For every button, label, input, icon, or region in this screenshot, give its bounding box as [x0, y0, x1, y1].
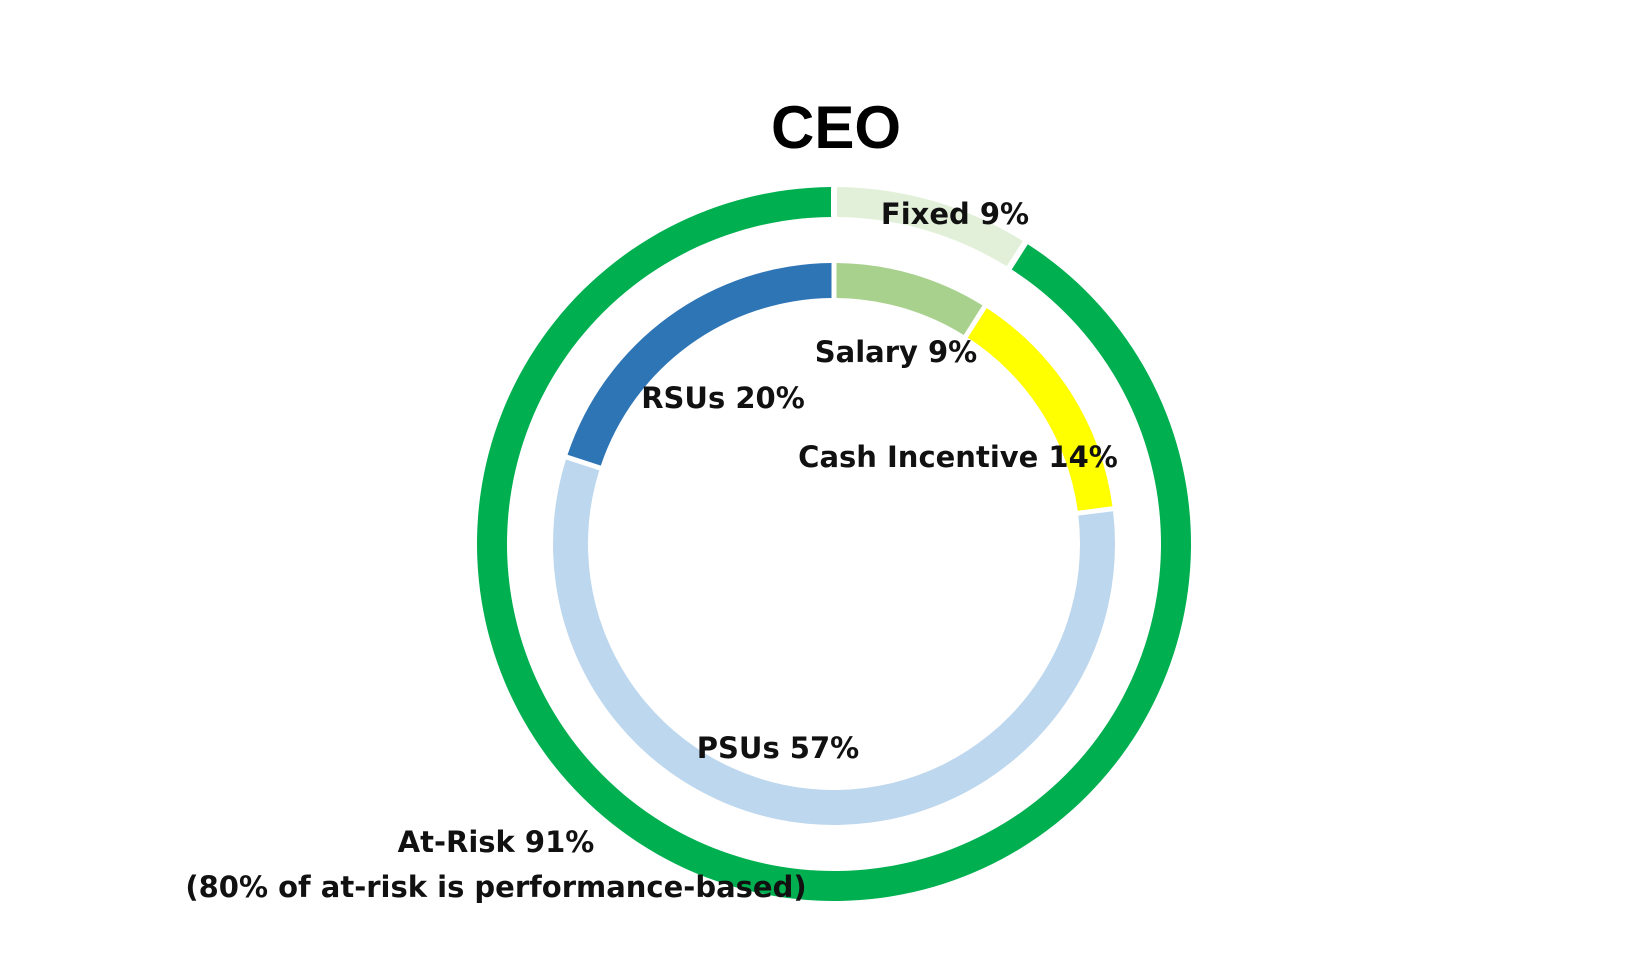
inner-ring: [553, 263, 1115, 825]
inner-slice-rsus-20: [567, 263, 832, 466]
inner-slice-psus-57: [553, 459, 1115, 825]
outer-ring: [477, 187, 1192, 902]
label-fixed: Fixed 9%: [881, 197, 1029, 231]
chart-title: CEO: [771, 94, 901, 161]
inner-slice-cash-incentive-14: [967, 308, 1113, 511]
label-salary: Salary 9%: [815, 335, 978, 369]
label-rsus: RSUs 20%: [641, 381, 805, 415]
label-at-risk-annotation: (80% of at-risk is performance-based): [185, 870, 806, 904]
label-psus: PSUs 57%: [697, 731, 859, 765]
label-at-risk: At-Risk 91%: [398, 825, 595, 859]
segment-labels: Fixed 9% At-Risk 91% (80% of at-risk is …: [185, 197, 1117, 904]
outer-slice-fixed-9: [836, 187, 1023, 267]
inner-slice-salary-9: [836, 263, 983, 335]
label-cash-incentive: Cash Incentive 14%: [798, 440, 1118, 474]
